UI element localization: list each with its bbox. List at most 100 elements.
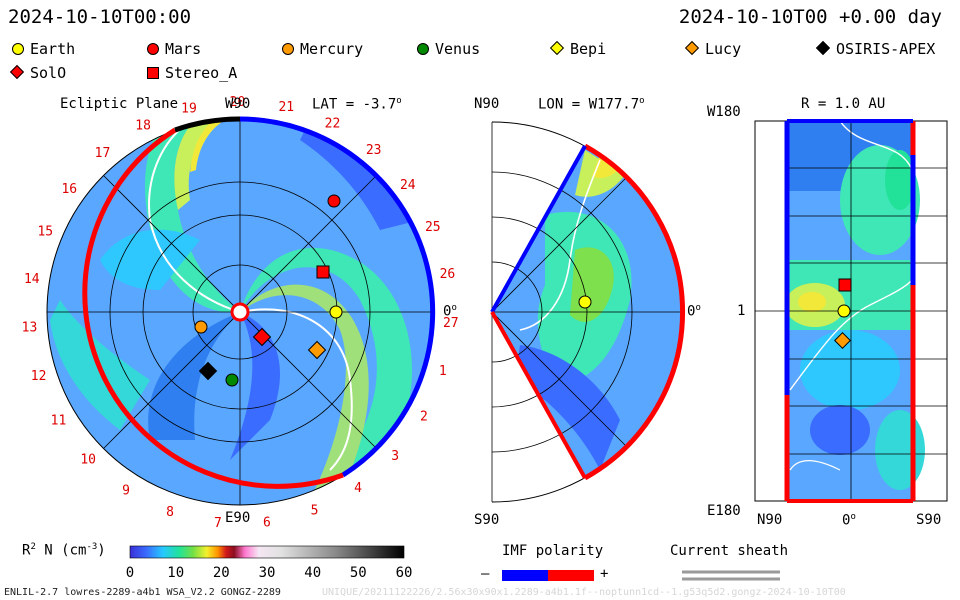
stereo-a-marker [316,265,330,279]
solo-marker [252,327,272,347]
square-icon [147,67,159,79]
circle-icon [12,43,24,55]
sector-label: 16 [61,182,77,197]
legend-label: Mercury [300,40,364,58]
footer-model: ENLIL-2.7 lowres-2289-a4b1 WSA_V2.2 GONG… [4,587,281,598]
meridional-earth-marker [578,295,592,309]
sector-label: 26 [440,267,456,282]
radial-x-right: S90 [916,512,942,528]
sector-label: 8 [166,505,174,520]
sector-label: 21 [278,100,294,115]
sector-label: 2 [420,409,428,424]
sector-label: 22 [325,116,341,131]
legend-label: Stereo_A [165,64,238,82]
legend-item-earth: Earth [12,40,75,58]
legend-item-stereo-a: Stereo_A [147,64,237,82]
lucy-marker [307,340,327,360]
sector-label: 23 [366,143,382,158]
radial-earth-marker [837,304,851,318]
sector-label: 27 [443,316,459,331]
mercury-marker [194,320,208,334]
meridional-top-label: N90 [474,96,500,112]
colorbar-tick-label: 40 [304,565,321,581]
meridional-panel [490,121,686,503]
imf-minus-label: – [481,566,490,582]
ecliptic-panel: 19 20 212223242526271234567891011121314151… [22,95,459,531]
ecliptic-lat-label: LAT = -3.7o [312,96,402,113]
sector-label: 6 [263,515,271,530]
current-sheath-title: Current sheath [670,543,789,559]
colorbar-label: R2 N (cm-3) [22,542,106,559]
radial-stereo-a-marker [838,278,852,292]
radial-lucy-marker [834,332,851,349]
sector-label: 13 [22,321,38,336]
footer-run-id: UNIQUE/20211122226/2.56x30x90x1.2289-a4b… [322,587,846,598]
meridional-bottom-label: S90 [474,512,500,528]
sector-label: 10 [80,453,96,468]
osiris-apex-marker [198,361,218,381]
sector-label: 24 [400,178,416,193]
imf-plus-label: + [600,566,609,582]
sector-labels: 19 20 212223242526271234567891011121314151… [22,95,459,531]
ecliptic-bottom-label: E90 [225,510,251,526]
timestamp-left: 2024-10-10T00:00 [8,6,192,28]
ecliptic-title: Ecliptic Plane [60,96,179,112]
imf-positive-swatch [548,570,594,581]
colorbar-tick-label: 0 [126,565,134,581]
mars-marker [327,194,341,208]
legend-item-solo: SolO [9,64,67,82]
radial-panel [754,119,948,503]
sector-label: 4 [354,481,362,496]
radial-bottom-label: E180 [707,503,741,519]
circle-icon [417,43,429,55]
earth-marker [329,305,343,319]
legend-label: SolO [30,64,67,82]
meridional-lon-label: LON = W177.7o [538,96,645,113]
legend-label: Mars [165,40,202,58]
legend-label: OSIRIS-APEX [836,40,936,58]
venus-marker [225,373,239,387]
ecliptic-top-label: W90 [225,96,251,112]
legend-item-venus: Venus [417,40,480,58]
legend-label: Venus [435,40,481,58]
sector-label: 3 [391,449,399,464]
sector-label: 25 [425,220,441,235]
legend-item-osiris-apex: OSIRIS-APEX [815,40,936,58]
sector-label: 5 [311,503,319,518]
sector-label: 1 [439,364,447,379]
sector-label: 15 [37,225,53,240]
legend-item-mars: Mars [147,40,201,58]
legend-label: Lucy [705,40,742,58]
legend-label: Earth [30,40,76,58]
sector-label: 11 [51,414,67,429]
sector-label: 18 [135,119,151,134]
sector-label: 14 [24,272,40,287]
legend-label: Bepi [570,40,607,58]
colorbar-tick-label: 60 [396,565,413,581]
circle-icon [282,43,294,55]
ecliptic-right-label: 0o [443,303,457,320]
sector-label: 17 [95,146,111,161]
colorbar-tick-label: 10 [167,565,184,581]
colorbar-tick-label: 30 [259,565,276,581]
sector-label: 12 [31,369,47,384]
colorbar-tick-label: 20 [213,565,230,581]
colorbar-ticks: 0 10 20 30 40 50 60 [126,565,413,581]
meridional-right-label: 0o [687,303,701,320]
imf-title: IMF polarity [502,543,604,559]
sector-label: 9 [122,484,130,499]
circle-icon [147,43,159,55]
radial-x-left: N90 [757,512,783,528]
sector-label: 19 [181,101,197,116]
colorbar [129,545,405,559]
sector-label: 20 [230,95,246,110]
radial-top-label: W180 [707,104,741,120]
radial-title: R = 1.0 AU [801,96,886,112]
legend-item-lucy: Lucy [684,40,742,58]
radial-mid-label: 1 [737,303,746,319]
timestamp-right: 2024-10-10T00 +0.00 day [678,6,942,28]
legend-item-bepi: Bepi [549,40,607,58]
legend-item-mercury: Mercury [282,40,363,58]
imf-negative-swatch [502,570,548,581]
